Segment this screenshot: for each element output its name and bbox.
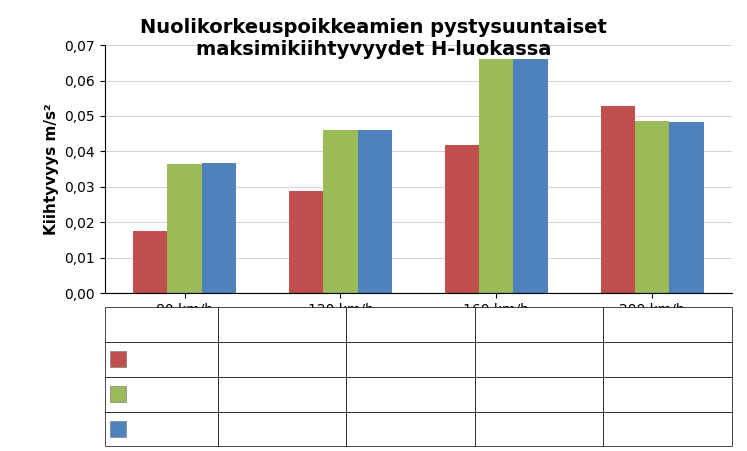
Text: 0,04606: 0,04606	[382, 422, 439, 436]
Y-axis label: Kiihtyvyys m/s²: Kiihtyvyys m/s²	[43, 103, 58, 235]
Text: 2krs.Teli: 2krs.Teli	[130, 422, 187, 436]
Bar	[635, 121, 669, 293]
Text: 0,04192: 0,04192	[510, 352, 568, 366]
Text: 0,06606: 0,06606	[510, 387, 568, 401]
Bar	[513, 59, 548, 293]
Text: 1krs.Mkp: 1krs.Mkp	[130, 352, 193, 366]
Bar	[601, 106, 635, 293]
Text: 200 km/h: 200 km/h	[635, 317, 701, 331]
Bar	[323, 130, 358, 293]
Text: 80 km/h: 80 km/h	[253, 317, 310, 331]
Bar	[202, 164, 236, 293]
Bar	[358, 130, 392, 293]
Bar	[289, 191, 323, 293]
Text: 0,04844: 0,04844	[639, 387, 696, 401]
Text: 0,04599: 0,04599	[382, 387, 439, 401]
Text: 0,03659: 0,03659	[253, 422, 311, 436]
Text: 0,01763: 0,01763	[253, 352, 311, 366]
Bar	[444, 145, 479, 293]
Text: 160 km/h: 160 km/h	[506, 317, 572, 331]
Text: 0,05276: 0,05276	[639, 352, 696, 366]
Text: 0,03652: 0,03652	[253, 387, 310, 401]
Text: 0,06617: 0,06617	[510, 422, 568, 436]
Text: Nuolikorkeuspoikkeamien pystysuuntaiset
maksimikiihtyvyydet H-luokassa: Nuolikorkeuspoikkeamien pystysuuntaiset …	[140, 18, 607, 59]
Text: 0,04827: 0,04827	[639, 422, 696, 436]
Bar	[133, 230, 167, 293]
Bar	[479, 59, 513, 293]
Text: 120 km/h: 120 km/h	[377, 317, 444, 331]
Text: 1krs.Teli: 1krs.Teli	[130, 387, 187, 401]
Text: 0,02895: 0,02895	[382, 352, 439, 366]
Bar	[167, 164, 202, 293]
Bar	[669, 122, 704, 293]
